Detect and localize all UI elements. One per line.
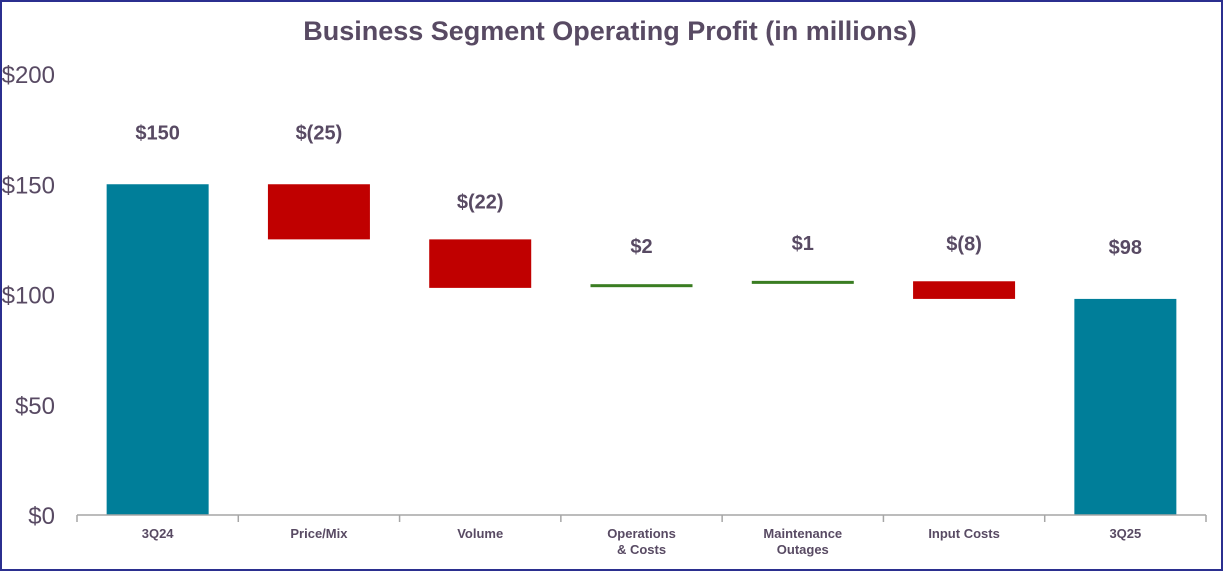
x-tick-label: Price/Mix bbox=[290, 526, 348, 541]
x-tick-label: Volume bbox=[457, 526, 503, 541]
bar-7 bbox=[1074, 298, 1177, 515]
x-tick-label: Input Costs bbox=[928, 526, 1000, 541]
x-tick-label: 3Q24 bbox=[142, 526, 175, 541]
bar-2 bbox=[267, 184, 370, 240]
data-label: $1 bbox=[792, 233, 814, 255]
data-label: $2 bbox=[630, 236, 652, 258]
y-tick-label: $100 bbox=[2, 283, 55, 310]
data-label: $(22) bbox=[457, 191, 504, 213]
x-tick-label: Maintenance Outages bbox=[763, 526, 842, 557]
bar-6 bbox=[913, 281, 1016, 299]
chart-title: Business Segment Operating Profit (in mi… bbox=[303, 16, 917, 46]
bar-1 bbox=[106, 184, 209, 515]
x-tick-label: 3Q25 bbox=[1109, 526, 1141, 541]
data-label: $(8) bbox=[946, 233, 982, 255]
data-label: $(25) bbox=[296, 122, 343, 144]
y-tick-label: $200 bbox=[2, 62, 55, 89]
x-tick-label: Operations & Costs bbox=[607, 526, 676, 557]
data-label: $98 bbox=[1109, 237, 1142, 259]
y-tick-label: $150 bbox=[2, 172, 55, 199]
bar-3 bbox=[429, 239, 532, 288]
bar-5 bbox=[751, 280, 854, 284]
bar-4 bbox=[590, 284, 693, 288]
y-tick-label: $0 bbox=[28, 503, 55, 530]
data-label: $150 bbox=[135, 122, 180, 144]
y-tick-label: $50 bbox=[15, 393, 55, 420]
